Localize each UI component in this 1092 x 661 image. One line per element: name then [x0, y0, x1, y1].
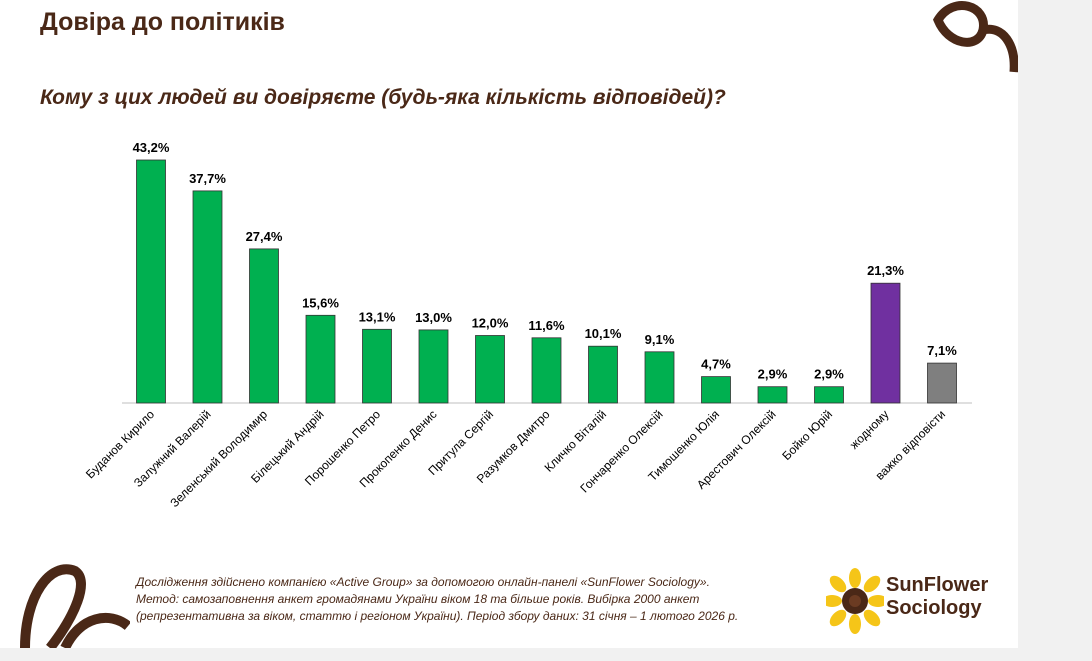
bar-value-label: 2,9%: [758, 367, 788, 382]
bar-value-label: 10,1%: [585, 326, 622, 341]
bar-value-label: 13,1%: [359, 309, 396, 324]
bar: [136, 159, 166, 404]
bar: [757, 386, 788, 404]
bar: [531, 337, 562, 404]
category-tick-label: жодному: [847, 407, 892, 452]
methodology-line-1: Дослідження здійснено компанією «Active …: [136, 575, 710, 589]
bar-value-label: 12,0%: [472, 316, 509, 331]
survey-question: Кому з цих людей ви довіряєте (будь-яка …: [40, 86, 726, 109]
bar: [418, 329, 449, 404]
bar-value-label: 7,1%: [927, 343, 957, 358]
bar: [362, 328, 392, 404]
bar-value-label: 4,7%: [701, 357, 731, 372]
bar-value-label: 13,0%: [415, 310, 452, 325]
bottom-margin-strip: [0, 648, 1092, 661]
sunflower-decoration-top-right: [932, 1, 1018, 73]
bar-value-label: 9,1%: [645, 332, 675, 347]
logo-line-2: Sociology: [886, 597, 982, 619]
page-title: Довіра до політиків: [40, 8, 285, 36]
bar: [644, 351, 675, 404]
bar: [305, 314, 336, 404]
methodology-line-3: (репрезентативна за віком, статтю і регі…: [136, 609, 739, 623]
bar-value-label: 2,9%: [814, 367, 844, 382]
bar: [927, 362, 957, 404]
bar: [870, 282, 901, 404]
category-tick-label: Бойко Юрій: [779, 407, 835, 463]
bar: [701, 376, 731, 404]
logo-line-1: SunFlower: [886, 574, 989, 596]
bar: [475, 335, 505, 404]
methodology-line-2: Метод: самозаповнення анкет громадянами …: [136, 592, 700, 606]
right-margin-strip: [1018, 0, 1092, 661]
category-tick-label: Зеленський Володимир: [167, 407, 270, 510]
bar-value-label: 21,3%: [867, 263, 904, 278]
sunflower-logo-icon: [826, 568, 884, 634]
bar-value-label: 43,2%: [133, 140, 170, 155]
bar: [249, 248, 279, 404]
methodology-note: Дослідження здійснено компанією «Active …: [136, 574, 816, 625]
bar: [814, 386, 844, 404]
bar: [588, 345, 618, 404]
bar-value-label: 27,4%: [246, 229, 283, 244]
sunflower-decoration-bottom-left: [20, 564, 130, 648]
bar-value-label: 37,7%: [189, 171, 226, 186]
bar: [192, 190, 223, 404]
bar-value-label: 11,6%: [528, 318, 565, 333]
bar-value-label: 15,6%: [302, 295, 339, 310]
logo-wordmark: SunFlower Sociology: [886, 574, 988, 620]
